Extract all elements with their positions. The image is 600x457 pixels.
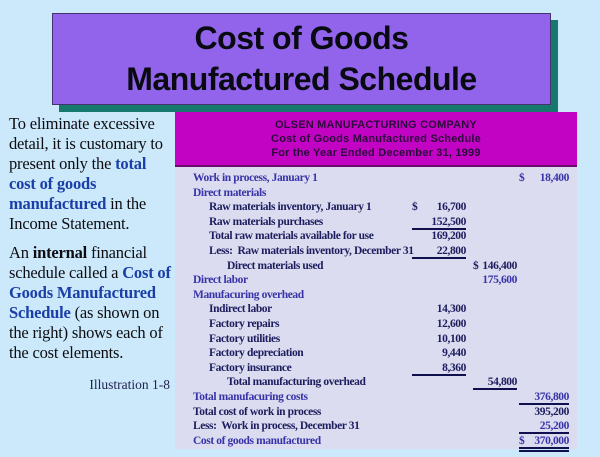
row-label: Raw materials purchases (209, 215, 323, 228)
schedule-row: Factory repairs 12,600 (175, 317, 577, 332)
row-label: Less: Work in process, December 31 (193, 420, 360, 433)
row-value: $18,400 (519, 172, 569, 184)
schedule-row: Total raw materials available for use 169… (175, 229, 577, 244)
schedule-row: Factory depreciation 9,440 (175, 346, 577, 361)
sidebar-paragraph: To eliminate excessive detail, it is cus… (9, 114, 163, 233)
schedule-row: Direct materials (175, 186, 577, 201)
row-label: Total cost of work in process (193, 405, 322, 418)
row-value: $370,000 (519, 434, 569, 452)
schedule-row: Indirect labor 14,300 (175, 302, 577, 317)
row-value: 14,300 (436, 303, 467, 316)
schedule-row: Direct labor 175,600 (175, 273, 577, 288)
row-value: 25,200 (519, 419, 569, 435)
title-line-2: Manufactured Schedule (126, 61, 477, 97)
schedule-row: Raw materials inventory, January 1 $16,70… (175, 200, 577, 215)
row-label: Factory insurance (209, 361, 292, 374)
schedule-row: Direct materials used $146,400 (175, 259, 577, 274)
row-label: Direct materials used (227, 259, 324, 272)
dollar-sign: $ (473, 259, 479, 272)
schedule-subtitle: Cost of Goods Manufactured Schedule (271, 132, 481, 145)
schedule-row: Total manufacturing overhead 54,800 (175, 375, 577, 391)
row-value: $16,700 (412, 201, 466, 214)
row-label: Less: Raw materials inventory, December … (209, 244, 414, 257)
row-value: 8,360 (412, 361, 466, 376)
row-value: 54,800 (473, 375, 517, 391)
schedule-company-name: OLSEN MANUFACTURING COMPANY (275, 118, 477, 131)
sidebar-text: To eliminate excessive detail, it is cus… (9, 114, 172, 393)
row-label: Factory repairs (209, 317, 280, 330)
schedule-row: Cost of goods manufactured $370,000 (175, 434, 577, 452)
schedule-header: OLSEN MANUFACTURING COMPANY Cost of Good… (175, 112, 577, 167)
sidebar-paragraphs: To eliminate excessive detail, it is cus… (9, 114, 172, 363)
row-value: 395,200 (534, 405, 569, 418)
row-value: 9,440 (442, 347, 466, 360)
schedule-period: For the Year Ended December 31, 1999 (271, 146, 481, 159)
row-label: Total manufacturing overhead (227, 376, 366, 389)
illustration-caption: Illustration 1-8 (89, 377, 170, 392)
dollar-sign: $ (519, 172, 525, 184)
row-value: 22,800 (412, 244, 466, 259)
row-label: Raw materials inventory, January 1 (209, 201, 372, 214)
schedule-row: Less: Raw materials inventory, December … (175, 244, 577, 259)
sidebar-paragraph: An internal financial schedule called a … (9, 243, 171, 362)
schedule-row: Total cost of work in process 395,200 (175, 405, 577, 420)
schedule-body: Work in process, January 1 $18,400 Direct … (175, 167, 577, 452)
row-value: 169,200 (431, 230, 466, 243)
schedule-row: Raw materials purchases 152,500 (175, 215, 577, 230)
row-value: 12,600 (436, 317, 467, 330)
row-value: 175,600 (482, 274, 517, 287)
row-label: Total manufacuring costs (193, 390, 308, 403)
row-value: 152,500 (412, 215, 466, 230)
schedule-row: Factory utilities 10,100 (175, 332, 577, 347)
row-label: Factory utilities (209, 332, 280, 345)
row-label: Direct labor (193, 274, 248, 287)
schedule-row: Manufacuring overhead (175, 288, 577, 303)
row-label: Direct materials (193, 186, 266, 199)
title-banner: Cost of Goods Manufactured Schedule (52, 13, 551, 105)
row-value: 10,100 (436, 332, 467, 345)
row-label: Indirect labor (209, 303, 272, 316)
row-value: $146,400 (473, 259, 517, 272)
title-line-1: Cost of Goods (194, 20, 409, 56)
row-value: 376,800 (519, 390, 569, 405)
row-label: Total raw materials available for use (209, 230, 374, 243)
schedule-row: Total manufacuring costs 376,800 (175, 390, 577, 405)
row-label: Cost of goods manufactured (193, 434, 321, 447)
row-label: Manufacuring overhead (193, 288, 304, 301)
schedule-row: Work in process, January 1 $18,400 (175, 171, 577, 186)
schedule-row: Factory insurance 8,360 (175, 361, 577, 376)
row-label: Factory depreciation (209, 347, 304, 360)
dollar-sign: $ (519, 434, 525, 447)
dollar-sign: $ (412, 201, 418, 214)
schedule-panel: OLSEN MANUFACTURING COMPANY Cost of Good… (175, 112, 577, 452)
row-label: Work in process, January 1 (193, 172, 318, 184)
schedule-row: Less: Work in process, December 31 25,200 (175, 419, 577, 435)
